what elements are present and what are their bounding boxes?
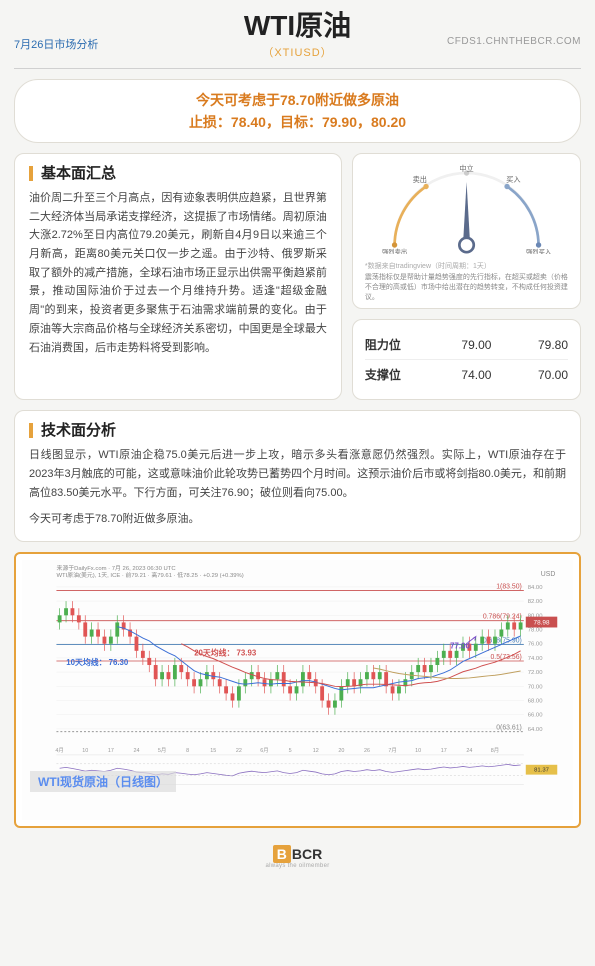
support-1: 74.00 bbox=[441, 368, 491, 382]
svg-text:12: 12 bbox=[313, 748, 319, 754]
svg-text:64.00: 64.00 bbox=[528, 727, 543, 733]
divider bbox=[14, 68, 581, 69]
svg-text:26: 26 bbox=[364, 748, 370, 754]
fundamental-card: 基本面汇总 油价周二升至三个月高点，因有迹象表明供应趋紧，且世界第二大经济体当局… bbox=[14, 153, 342, 400]
svg-text:8月: 8月 bbox=[491, 747, 499, 754]
svg-text:10天均线： 76.30: 10天均线： 76.30 bbox=[66, 657, 129, 667]
svg-text:68.00: 68.00 bbox=[528, 699, 543, 705]
svg-text:WTI原油(美元), 1天, ICE · 前79.21 ·: WTI原油(美元), 1天, ICE · 前79.21 · 高79.61 · 低… bbox=[56, 571, 243, 579]
brand-logo: BBCR bbox=[14, 846, 581, 862]
technical-body2: 今天可考虑于78.70附近做多原油。 bbox=[29, 510, 566, 529]
svg-text:72.00: 72.00 bbox=[528, 670, 543, 676]
svg-text:17: 17 bbox=[108, 748, 114, 754]
resistance-row: 阻力位 79.00 79.80 bbox=[365, 330, 568, 359]
trade-signal-box: 今天可考虑于78.70附近做多原油 止损：78.40，目标：79.90，80.2… bbox=[14, 79, 581, 143]
footer: BBCR always the oilmember bbox=[14, 838, 581, 871]
svg-text:78.98: 78.98 bbox=[534, 620, 550, 627]
brand-tagline: always the oilmember bbox=[14, 863, 581, 869]
support-2: 70.00 bbox=[518, 368, 568, 382]
sentiment-gauge: 中立 卖出 买入 强烈卖出 强烈买入 bbox=[361, 164, 572, 254]
technical-card: 技术面分析 日线图显示，WTI原油企稳75.0美元后进一步上攻，暗示多头看涨意愿… bbox=[14, 410, 581, 542]
gauge-note: 震荡指标仅是帮助计量趋势强度的先行指标，在超买或超卖（价格不合理的高或低）市场中… bbox=[361, 273, 572, 302]
svg-text:78.00: 78.00 bbox=[528, 628, 543, 634]
levels-card: 阻力位 79.00 79.80 支撑位 74.00 70.00 bbox=[352, 319, 581, 400]
technical-title: 技术面分析 bbox=[29, 423, 566, 438]
svg-text:17: 17 bbox=[441, 748, 447, 754]
svg-text:22: 22 bbox=[236, 748, 242, 754]
signal-entry: 今天可考虑于78.70附近做多原油 bbox=[35, 90, 560, 110]
resistance-label: 阻力位 bbox=[365, 336, 415, 353]
gauge-buy-label: 买入 bbox=[506, 175, 520, 184]
svg-text:15: 15 bbox=[210, 748, 216, 754]
svg-text:24: 24 bbox=[133, 748, 139, 754]
header: 7月26日市场分析 CFDS1.CHNTHEBCR.COM WTI原油 （XTI… bbox=[14, 12, 581, 69]
gauge-strongbuy-label: 强烈买入 bbox=[526, 247, 552, 254]
svg-text:66.00: 66.00 bbox=[528, 713, 543, 719]
svg-text:5月: 5月 bbox=[158, 747, 166, 754]
svg-text:20天均线： 73.93: 20天均线： 73.93 bbox=[194, 648, 257, 658]
chart-card: 来源于DailyFx.com · 7月 26, 2023 06:30 UTCWT… bbox=[14, 552, 581, 828]
gauge-source: *数据来自tradingview（时间周期：1天） bbox=[361, 261, 572, 271]
svg-text:10: 10 bbox=[82, 748, 88, 754]
fundamental-title: 基本面汇总 bbox=[29, 166, 327, 181]
svg-text:77.00: 77.00 bbox=[450, 642, 470, 651]
signal-sl-tp: 止损：78.40，目标：79.90，80.20 bbox=[35, 112, 560, 132]
gauge-neutral-label: 中立 bbox=[459, 164, 473, 173]
svg-text:1(83.50): 1(83.50) bbox=[496, 584, 522, 591]
svg-text:4月: 4月 bbox=[55, 747, 63, 754]
gauge-sell-label: 卖出 bbox=[412, 175, 426, 184]
svg-text:74.00: 74.00 bbox=[528, 656, 543, 662]
svg-text:24: 24 bbox=[466, 748, 472, 754]
svg-text:84.00: 84.00 bbox=[528, 585, 543, 591]
svg-text:70.00: 70.00 bbox=[528, 684, 543, 690]
svg-text:10: 10 bbox=[415, 748, 421, 754]
svg-text:81.37: 81.37 bbox=[534, 768, 549, 774]
resistance-2: 79.80 bbox=[518, 338, 568, 352]
svg-text:0(63.61): 0(63.61) bbox=[496, 725, 522, 732]
svg-text:5: 5 bbox=[289, 748, 292, 754]
svg-text:USD: USD bbox=[541, 571, 556, 578]
svg-text:7月: 7月 bbox=[388, 747, 396, 754]
support-label: 支撑位 bbox=[365, 366, 415, 383]
svg-text:8: 8 bbox=[186, 748, 189, 754]
svg-text:20: 20 bbox=[338, 748, 344, 754]
chart-caption: WTI现货原油（日线图） bbox=[30, 771, 176, 792]
technical-body: 日线图显示，WTI原油企稳75.0美元后进一步上攻，暗示多头看涨意愿仍然强烈。实… bbox=[29, 446, 566, 502]
svg-text:0.786(79.24): 0.786(79.24) bbox=[483, 614, 522, 621]
svg-text:来源于DailyFx.com · 7月 26, 2023 0: 来源于DailyFx.com · 7月 26, 2023 06:30 UTC bbox=[56, 564, 176, 572]
svg-text:6月: 6月 bbox=[260, 747, 268, 754]
resistance-1: 79.00 bbox=[441, 338, 491, 352]
fundamental-body: 油价周二升至三个月高点，因有迹象表明供应趋紧，且世界第二大经济体当局承诺支撑经济… bbox=[29, 189, 327, 357]
gauge-strongsell-label: 强烈卖出 bbox=[382, 247, 407, 254]
svg-text:82.00: 82.00 bbox=[528, 599, 543, 605]
svg-text:76.00: 76.00 bbox=[528, 642, 543, 648]
date-label: 7月26日市场分析 bbox=[14, 36, 98, 52]
site-url: CFDS1.CHNTHEBCR.COM bbox=[447, 36, 581, 47]
support-row: 支撑位 74.00 70.00 bbox=[365, 359, 568, 389]
sentiment-gauge-card: 中立 卖出 买入 强烈卖出 强烈买入 *数据来自tradingview（时间周期… bbox=[352, 153, 581, 309]
